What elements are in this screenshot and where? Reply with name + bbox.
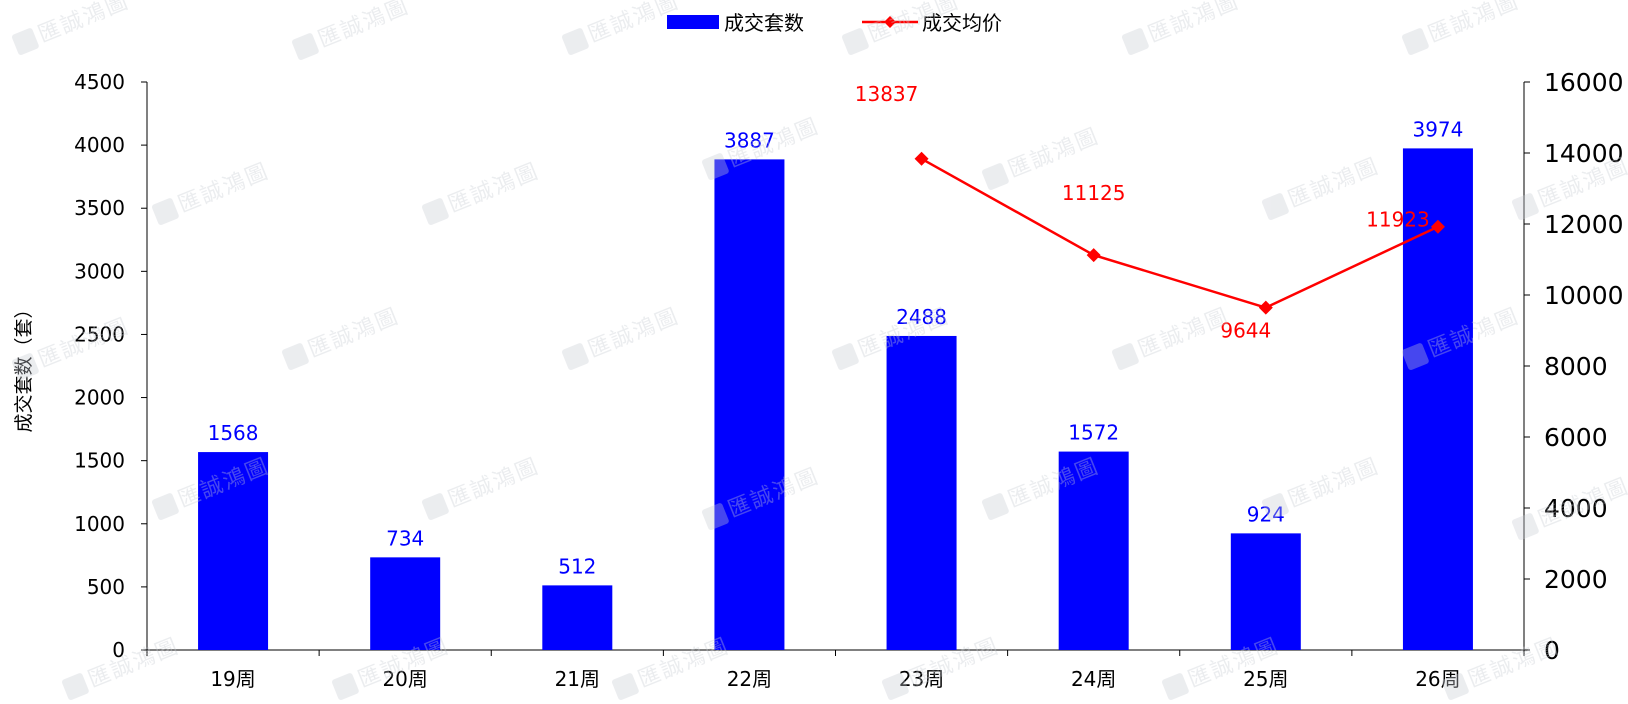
right-tick-label: 6000 (1544, 423, 1608, 452)
line-data-label: 11125 (1062, 181, 1126, 205)
line-data-label: 13837 (855, 82, 919, 106)
bar-24周 (1058, 451, 1129, 650)
bar-data-label: 3974 (1412, 117, 1463, 141)
left-tick-label: 2500 (74, 322, 125, 346)
avg-price-marker (1430, 219, 1445, 234)
bar-21周 (542, 585, 613, 650)
bar-data-label: 512 (558, 554, 596, 578)
left-tick-label: 3500 (74, 196, 125, 220)
x-tick-label: 26周 (1415, 667, 1460, 691)
bar-22周 (714, 159, 785, 651)
x-tick-label: 24周 (1071, 667, 1116, 691)
avg-price-marker (1258, 300, 1273, 315)
right-tick-label: 10000 (1544, 281, 1624, 310)
left-tick-label: 500 (87, 575, 125, 599)
right-tick-label: 0 (1544, 636, 1560, 665)
left-tick-label: 0 (112, 638, 125, 662)
bar-25周 (1230, 533, 1301, 650)
bar-19周 (198, 452, 269, 650)
right-tick-label: 2000 (1544, 565, 1608, 594)
line-data-label: 11923 (1366, 208, 1430, 232)
bar-data-label: 1572 (1068, 421, 1119, 445)
line-data-label: 9644 (1220, 319, 1271, 343)
x-tick-label: 19周 (210, 667, 255, 691)
bar-data-label: 1568 (208, 421, 259, 445)
x-tick-label: 22周 (727, 667, 772, 691)
bar-data-label: 924 (1247, 502, 1285, 526)
left-tick-label: 2000 (74, 386, 125, 410)
right-tick-label: 14000 (1544, 139, 1624, 168)
right-tick-label: 8000 (1544, 352, 1608, 381)
avg-price-line (920, 157, 1439, 309)
bar-data-label: 2488 (896, 305, 947, 329)
bar-20周 (370, 557, 441, 650)
left-tick-label: 1000 (74, 512, 125, 536)
x-tick-label: 20周 (382, 667, 427, 691)
x-tick-label: 25周 (1243, 667, 1288, 691)
bar-23周 (886, 335, 957, 650)
bar-data-label: 734 (386, 526, 424, 550)
y-axis-title: 成交套数（套） (13, 299, 35, 432)
left-tick-label: 3000 (74, 259, 125, 283)
legend-marker-line (884, 16, 896, 28)
right-tick-label: 4000 (1544, 494, 1608, 523)
avg-price-marker (914, 151, 929, 166)
legend-label-line: 成交均价 (922, 11, 1002, 35)
left-tick-label: 4500 (74, 70, 125, 94)
legend-label-bars: 成交套数 (724, 11, 804, 35)
x-tick-label: 21周 (555, 667, 600, 691)
right-tick-label: 12000 (1544, 210, 1624, 239)
x-tick-label: 23周 (899, 667, 944, 691)
avg-price-marker (1086, 248, 1101, 263)
legend-swatch-bars (667, 15, 719, 29)
left-tick-label: 4000 (74, 133, 125, 157)
left-tick-label: 1500 (74, 449, 125, 473)
right-tick-label: 16000 (1544, 68, 1624, 97)
bar-data-label: 3887 (724, 128, 775, 152)
